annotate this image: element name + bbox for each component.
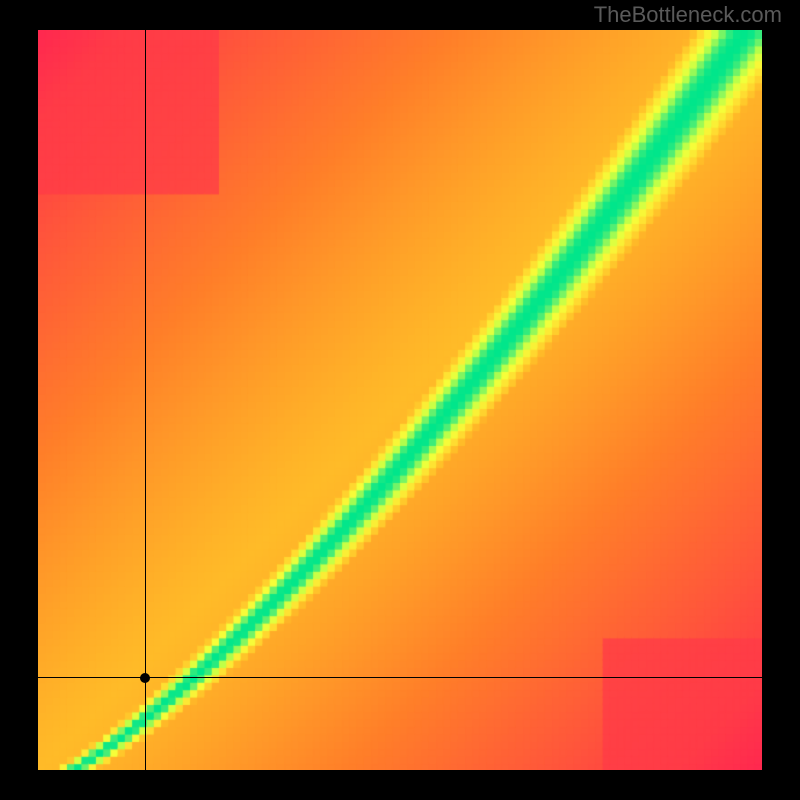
crosshair-marker xyxy=(140,673,150,683)
heatmap-canvas xyxy=(38,30,762,770)
bottleneck-heatmap xyxy=(38,30,762,770)
watermark-text: TheBottleneck.com xyxy=(594,2,782,28)
crosshair-vertical xyxy=(145,30,146,770)
